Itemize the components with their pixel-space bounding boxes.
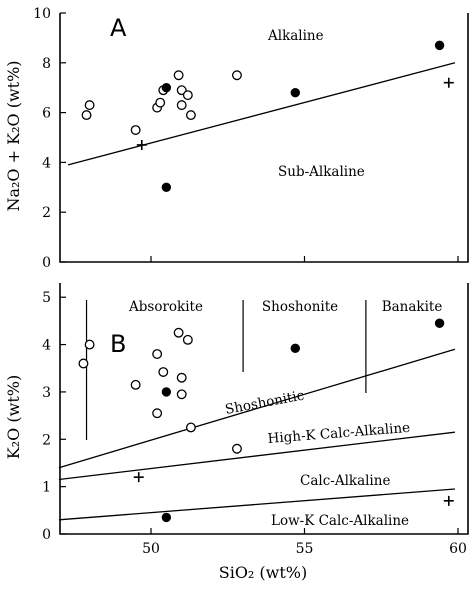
panel-b-boundary-lines <box>58 348 456 521</box>
filled-circle-point <box>434 40 445 51</box>
panel-b-x-tick-label: 60 <box>449 541 467 557</box>
panel-b-y-tick-label: 4 <box>42 338 51 354</box>
panel-a-y-tick-label: 0 <box>42 255 51 271</box>
open-circle-point <box>173 327 184 338</box>
panel-a-data-points <box>81 40 454 193</box>
panel-b-y-tick-label: 0 <box>42 527 51 543</box>
open-circle-point <box>176 100 187 111</box>
panel-a-y-tick-label: 6 <box>42 106 51 122</box>
filled-circle-point <box>290 343 300 354</box>
panel-b-y-tick-label: 5 <box>42 290 51 306</box>
panel-b-x-tick-label: 55 <box>296 541 314 557</box>
open-circle-point <box>78 358 89 369</box>
filled-circle-point <box>161 387 172 397</box>
panel-b-x-tick-label: 50 <box>142 541 160 557</box>
open-circle-point <box>84 100 95 111</box>
panel-b-letter: B <box>110 330 126 358</box>
cross-point <box>133 472 144 483</box>
panel-a-chart: A 0 2 4 6 8 10 Alkaline Sub-Alkaline Na₂O + K… <box>4 6 469 271</box>
filled-circle-point <box>161 182 172 193</box>
panel-b-boundary-line <box>58 488 455 521</box>
open-circle-point <box>158 367 169 377</box>
field-label-absorokite: Absorokite <box>128 299 203 315</box>
panel-b-y-tick-label: 3 <box>42 385 51 401</box>
x-axis-title: SiO₂ (wt%) <box>219 563 308 582</box>
panel-b-axis-frame <box>59 283 469 535</box>
open-circle-point <box>173 70 184 81</box>
open-circle-point <box>130 125 141 135</box>
open-circle-point <box>182 90 193 101</box>
panel-b-boundary-line <box>58 431 456 481</box>
filled-circle-point <box>161 512 172 523</box>
field-label-sub-alkaline: Sub-Alkaline <box>278 164 365 180</box>
filled-circle-point <box>434 318 445 328</box>
open-circle-point <box>84 339 95 350</box>
open-circle-point <box>185 110 196 121</box>
open-circle-point <box>182 334 193 345</box>
panel-b-boundary-line <box>58 348 456 469</box>
field-label-alkaline: Alkaline <box>267 28 324 44</box>
panel-b-y-axis-title: K₂O (wt%) <box>4 375 23 459</box>
open-circle-point <box>232 70 242 81</box>
panel-a-boundary-lines <box>67 62 456 166</box>
filled-circle-point <box>290 87 300 98</box>
panel-b-field-dividers <box>85 300 367 440</box>
open-circle-point <box>176 389 187 400</box>
panel-a-y-tick-label: 10 <box>33 6 51 22</box>
cross-point <box>443 77 454 88</box>
line-label-high-k-calc-alkaline: High-K Calc-Alkaline <box>267 420 411 447</box>
panel-b-data-points <box>78 318 454 523</box>
cross-point <box>136 139 147 150</box>
panel-a-letter: A <box>110 14 127 42</box>
panel-b-y-tick-label: 2 <box>42 432 51 448</box>
open-circle-point <box>130 379 141 390</box>
panel-b-y-tick-label: 1 <box>42 480 51 496</box>
panel-a-boundary-line <box>67 62 456 166</box>
line-label-shoshonitic: Shoshonitic <box>224 388 306 418</box>
open-circle-point <box>81 110 92 121</box>
open-circle-point <box>152 408 163 419</box>
open-circle-point <box>232 443 242 454</box>
open-circle-point <box>176 372 187 383</box>
panel-a-y-tick-label: 8 <box>42 56 51 72</box>
open-circle-point <box>152 349 163 359</box>
open-circle-point <box>185 422 196 433</box>
field-label-shoshonite: Shoshonite <box>262 299 338 315</box>
filled-circle-point <box>161 83 172 93</box>
panel-a-axis-frame <box>59 13 469 263</box>
panel-a-axes: 0 2 4 6 8 10 <box>33 6 469 271</box>
panel-a-y-tick-label: 2 <box>42 205 51 221</box>
line-label-calc-alkaline: Calc-Alkaline <box>300 473 390 489</box>
field-label-banakite: Banakite <box>382 299 443 315</box>
panel-a-y-axis-title: Na₂O + K₂O (wt%) <box>4 60 23 211</box>
cross-point <box>443 495 454 506</box>
panel-a-y-tick-label: 4 <box>42 155 51 171</box>
line-label-low-k-calc-alkaline: Low-K Calc-Alkaline <box>271 513 409 529</box>
open-circle-point <box>155 97 166 108</box>
